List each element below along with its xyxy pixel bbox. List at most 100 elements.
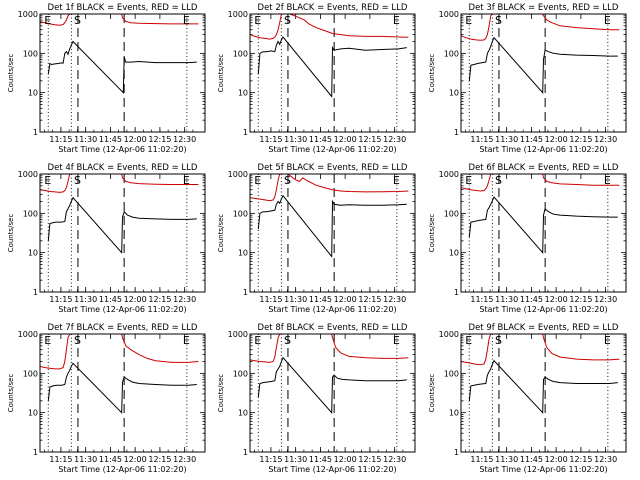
marker-label: S [284,334,291,347]
marker-label: E [465,14,472,27]
y-tick-label: 1 [454,128,459,137]
y-tick-label: 1000 [18,330,38,339]
series-lld-line [40,14,199,26]
x-axis-label: Start Time (12-Apr-06 11:02:20) [268,305,396,314]
y-tick-label: 1 [243,288,248,297]
marker-label: S [495,174,502,187]
series-lld-line [40,174,199,193]
series-lld-line [40,334,199,370]
y-tick-label: 10 [449,89,459,98]
chart-panel-2: Det 2f BLACK = Events, RED = LLD Counts/s… [217,3,416,154]
y-tick-label: 10 [28,409,38,418]
y-tick-label: 100 [444,49,459,58]
series-events-line [468,359,618,414]
chart-panel-7: Det 7f BLACK = Events, RED = LLD Counts/s… [7,323,206,474]
plot-frame [39,333,206,453]
series-lld-line [250,14,409,40]
x-tick-label: 12:30 [383,135,406,144]
x-tick-label: 12:30 [383,295,406,304]
y-tick-label: 1 [454,288,459,297]
y-tick-label: 100 [23,49,38,58]
y-tick-label: 1000 [228,330,248,339]
y-tick-label: 100 [444,369,459,378]
x-tick-label: 11:15 [259,295,282,304]
marker-label: E [465,174,472,187]
x-tick-label: 11:45 [99,135,122,144]
series-events-line [257,36,407,98]
panel-title: Det 2f BLACK = Events, RED = LLD [258,3,408,13]
marker-label: E [44,174,51,187]
x-tick-label: 12:00 [124,135,147,144]
series-events-line [47,40,197,94]
x-tick-label: 11:30 [74,135,97,144]
marker-label: E [393,174,400,187]
series-lld-line [250,174,409,202]
x-tick-label: 12:00 [124,295,147,304]
y-tick-label: 10 [238,409,248,418]
x-tick-label: 12:30 [173,295,196,304]
x-tick-label: 12:00 [334,135,357,144]
chart-panel-1: Det 1f BLACK = Events, RED = LLD Counts/s… [7,3,206,154]
y-tick-label: 1 [243,448,248,457]
marker-label: S [284,14,291,27]
marker-label: E [183,14,190,27]
x-axis-label: Start Time (12-Apr-06 11:02:20) [479,465,607,474]
plot-frame [249,173,416,293]
x-tick-label: 12:00 [334,455,357,464]
x-tick-label: 12:15 [358,295,381,304]
marker-label: E [44,334,51,347]
x-axis-label: Start Time (12-Apr-06 11:02:20) [479,305,607,314]
series-events-line [47,362,197,414]
y-tick-label: 1 [454,448,459,457]
marker-label: E [254,334,261,347]
x-tick-label: 11:15 [470,455,493,464]
panel-title: Det 1f BLACK = Events, RED = LLD [48,3,198,13]
x-tick-label: 12:15 [358,135,381,144]
panel-title: Det 8f BLACK = Events, RED = LLD [258,323,408,333]
marker-label: E [604,14,611,27]
y-tick-label: 10 [449,409,459,418]
x-tick-label: 12:15 [148,295,171,304]
x-tick-label: 11:45 [520,455,543,464]
y-axis-label: Counts/sec [217,54,225,93]
series-events-line [257,356,407,414]
x-axis-label: Start Time (12-Apr-06 11:02:20) [268,465,396,474]
panel-title: Det 9f BLACK = Events, RED = LLD [469,323,619,333]
x-axis-label: Start Time (12-Apr-06 11:02:20) [58,305,186,314]
x-tick-label: 11:15 [259,455,282,464]
y-axis-label: Counts/sec [217,214,225,253]
panel-title: Det 6f BLACK = Events, RED = LLD [469,163,619,173]
x-tick-label: 11:15 [49,295,72,304]
series-events-line [47,196,197,254]
marker-label: E [465,334,472,347]
x-tick-label: 11:45 [520,135,543,144]
y-tick-label: 1 [243,128,248,137]
x-tick-label: 12:00 [334,295,357,304]
x-tick-label: 11:45 [99,455,122,464]
marker-label: S [495,14,502,27]
y-tick-label: 100 [233,369,248,378]
y-tick-label: 1 [33,448,38,457]
x-axis-label: Start Time (12-Apr-06 11:02:20) [58,145,186,154]
marker-label: S [495,334,502,347]
y-tick-label: 1000 [439,170,459,179]
x-tick-label: 12:30 [173,455,196,464]
x-tick-label: 11:30 [495,295,518,304]
x-tick-label: 12:30 [173,135,196,144]
x-tick-label: 12:15 [148,135,171,144]
y-axis-label: Counts/sec [7,374,15,413]
marker-label: E [254,174,261,187]
x-tick-label: 11:30 [284,295,307,304]
x-tick-label: 11:15 [470,135,493,144]
y-tick-label: 1000 [228,170,248,179]
x-tick-label: 11:30 [284,135,307,144]
x-axis-label: Start Time (12-Apr-06 11:02:20) [479,145,607,154]
series-lld-line [461,174,620,192]
marker-label: S [74,334,81,347]
panel-title: Det 3f BLACK = Events, RED = LLD [469,3,619,13]
y-tick-label: 100 [233,49,248,58]
y-tick-label: 1 [33,128,38,137]
chart-panel-8: Det 8f BLACK = Events, RED = LLD Counts/s… [217,323,416,474]
marker-label: E [183,334,190,347]
